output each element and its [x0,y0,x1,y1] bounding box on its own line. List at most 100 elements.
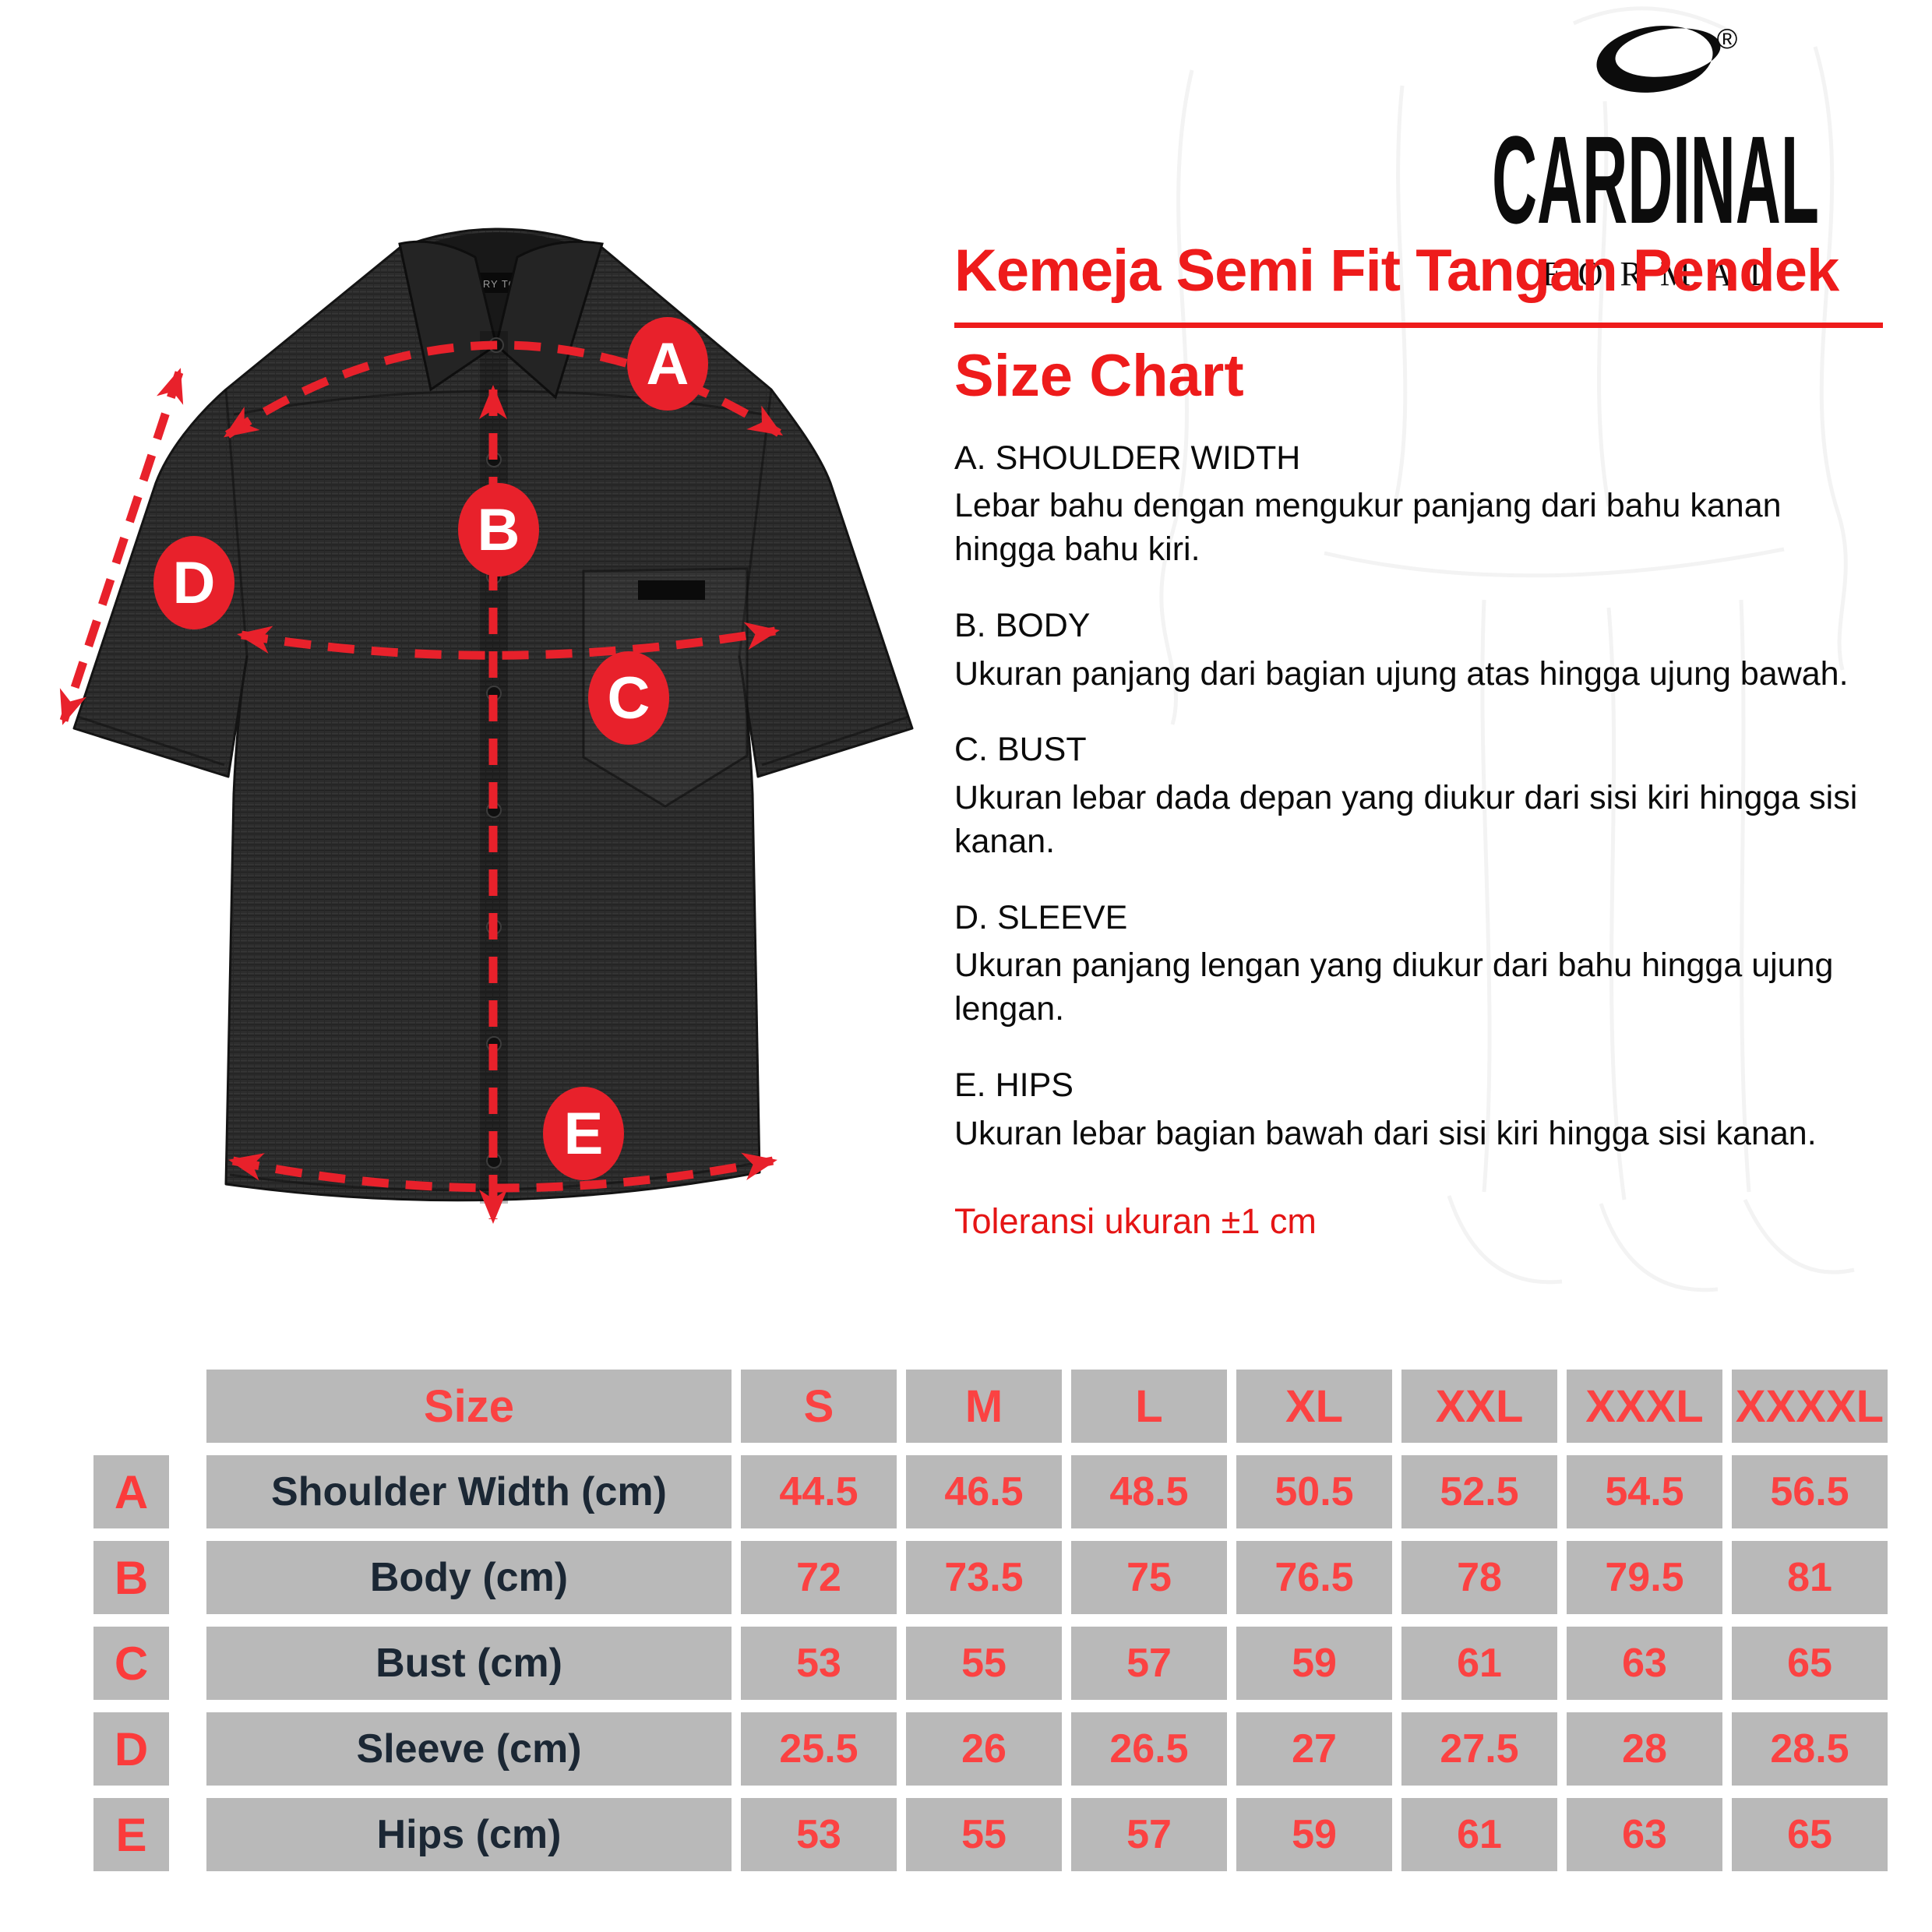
marker-d: D [153,536,234,629]
row-label-shoulder-width: Shoulder Width (cm) [206,1455,732,1528]
cell-c-xxxl: 63 [1567,1627,1722,1700]
cell-c-s: 53 [741,1627,897,1700]
brand-logo: ® CARDINAL FORMAL [1492,23,1819,293]
shirt-collar-left [398,240,498,392]
brand-tagline: FORMAL [1542,255,1787,293]
row-key-c: C [93,1627,169,1700]
cell-e-xxl: 61 [1401,1798,1557,1871]
page-title: Kemeja Semi Fit Tangan Pendek [954,238,1839,304]
tolerance-note: Toleransi ukuran ±1 cm [954,1200,1317,1241]
measurement-guide: A. SHOULDER WIDTH Lebar bahu dengan meng… [954,439,1883,1156]
guide-section-hips: E. HIPS Ukuran lebar bagian bawah dari s… [954,1066,1883,1155]
marker-b-label: B [478,497,520,563]
cell-d-m: 26 [906,1712,1062,1786]
title-underline [954,322,1883,328]
cell-a-l: 48.5 [1071,1455,1227,1528]
guide-heading: B. BODY [954,606,1091,644]
cell-b-m: 73.5 [906,1541,1062,1614]
row-key-b: B [93,1541,169,1614]
measure-line-c [237,622,780,660]
row-key-e: E [93,1798,169,1871]
row-label-hips: Hips (cm) [206,1798,732,1871]
cell-a-xl: 50.5 [1236,1455,1392,1528]
cell-b-l: 75 [1071,1541,1227,1614]
cell-c-l: 57 [1071,1627,1227,1700]
guide-heading: A. SHOULDER WIDTH [954,439,1301,477]
marker-b: B [458,483,539,576]
marker-d-label: D [173,550,216,616]
row-label-body: Body (cm) [206,1541,732,1614]
measure-line-d [59,368,184,725]
guide-description: Ukuran panjang lengan yang diukur dari b… [954,947,1834,1028]
table-header-s: S [741,1370,897,1443]
marker-e-label: E [564,1101,604,1167]
cell-b-xl: 76.5 [1236,1541,1392,1614]
cell-d-xl: 27 [1236,1712,1392,1786]
marker-c-label: C [608,665,650,732]
marker-c: C [588,651,669,745]
cell-e-xxxl: 63 [1567,1798,1722,1871]
row-key-d: D [93,1712,169,1786]
guide-heading: D. SLEEVE [954,898,1128,936]
cell-b-xxxxl: 81 [1732,1541,1888,1614]
cardinal-c-swoosh-icon [1596,26,1721,93]
guide-heading: C. BUST [954,731,1087,769]
measure-line-e [228,1152,777,1193]
info-column: Kemeja Semi Fit Tangan Pendek Size Chart… [954,240,1883,1277]
cell-c-xl: 59 [1236,1627,1392,1700]
pocket-tag [638,580,705,600]
sketch-figure [1159,6,1855,1292]
cell-e-m: 55 [906,1798,1062,1871]
cell-a-xxl: 52.5 [1401,1455,1557,1528]
marker-a: A [627,317,708,411]
guide-section-body: B. BODY Ukuran panjang dari bagian ujung… [954,606,1883,696]
row-key-a: A [93,1455,169,1528]
table-header-m: M [906,1370,1062,1443]
registered-mark-icon: ® [1717,23,1738,55]
guide-description: Ukuran lebar bagian bawah dari sisi kiri… [954,1114,1817,1152]
cell-d-l: 26.5 [1071,1712,1227,1786]
guide-description: Lebar bahu dengan mengukur panjang dari … [954,487,1782,569]
cell-b-xxxl: 79.5 [1567,1541,1722,1614]
cell-a-xxxl: 54.5 [1567,1455,1722,1528]
cell-e-xxxxl: 65 [1732,1798,1888,1871]
cell-a-m: 46.5 [906,1455,1062,1528]
cell-c-xxxxl: 65 [1732,1627,1888,1700]
row-label-sleeve: Sleeve (cm) [206,1712,732,1786]
guide-section-shoulder: A. SHOULDER WIDTH Lebar bahu dengan meng… [954,439,1883,572]
cell-a-xxxxl: 56.5 [1732,1455,1888,1528]
guide-section-sleeve: D. SLEEVE Ukuran panjang lengan yang diu… [954,898,1883,1031]
cell-e-s: 53 [741,1798,897,1871]
cell-d-xxxl: 28 [1567,1712,1722,1786]
measurement-markers: A B C D E [153,317,708,1180]
marker-e: E [543,1087,624,1180]
table-header-xxxl: XXXL [1567,1370,1722,1443]
brand-name: CARDINAL [1492,110,1819,249]
shirt-collar-right [495,240,604,400]
guide-description: Ukuran panjang dari bagian ujung atas hi… [954,654,1849,693]
cell-d-xxxxl: 28.5 [1732,1712,1888,1786]
table-header-xl: XL [1236,1370,1392,1443]
cell-c-m: 55 [906,1627,1062,1700]
guide-section-bust: C. BUST Ukuran lebar dada depan yang diu… [954,730,1883,863]
guide-heading: E. HIPS [954,1066,1074,1105]
row-label-bust: Bust (cm) [206,1627,732,1700]
cell-e-l: 57 [1071,1798,1227,1871]
cell-a-s: 44.5 [741,1455,897,1528]
table-header-xxl: XXL [1401,1370,1557,1443]
shirt-pocket [582,567,749,808]
table-header-l: L [1071,1370,1227,1443]
cell-c-xxl: 61 [1401,1627,1557,1700]
cell-b-s: 72 [741,1541,897,1614]
size-table: Size S M L XL XXL XXXL XXXXL A Shoulder … [93,1370,1888,1871]
table-header-xxxxl: XXXXL [1732,1370,1888,1443]
marker-a-label: A [647,331,689,397]
cell-d-s: 25.5 [741,1712,897,1786]
cell-e-xl: 59 [1236,1798,1392,1871]
shirt-diagram: LUXURY TOUCH [59,227,914,1224]
size-chart-heading: Size Chart [954,342,1244,409]
guide-description: Ukuran lebar dada depan yang diukur dari… [954,779,1858,860]
cell-d-xxl: 27.5 [1401,1712,1557,1786]
